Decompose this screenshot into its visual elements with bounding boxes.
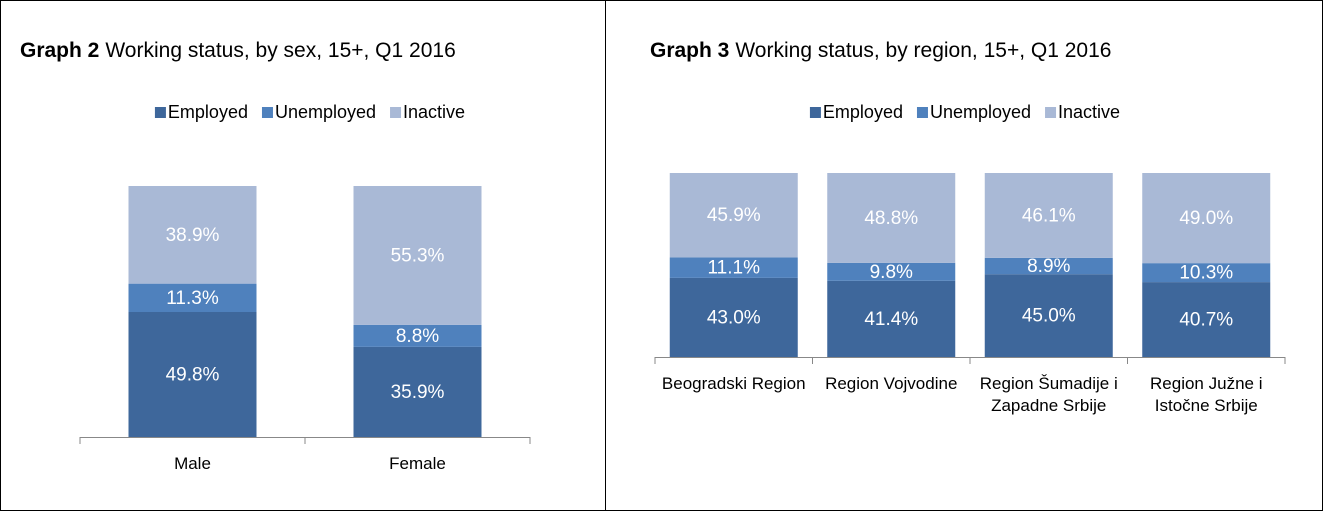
legend-swatch (1045, 107, 1057, 118)
legend-swatch (261, 107, 273, 118)
data-label: 41.4% (864, 309, 918, 330)
legend-swatch (390, 107, 402, 118)
x-tick-label: Region Južne i Istočne Srbije (1150, 374, 1263, 415)
data-label: 49.8% (166, 365, 220, 386)
bar-segment (353, 346, 482, 437)
x-tick-label: Female (389, 454, 446, 473)
bar-segment (353, 186, 482, 325)
x-tick-label: Region Vojvodine (825, 374, 958, 393)
data-label: 8.9% (1027, 256, 1070, 277)
legend-label: Employed (168, 102, 248, 122)
bar-segment (353, 324, 482, 347)
data-label: 9.8% (870, 262, 913, 283)
title-label: Graph 2 (20, 39, 99, 62)
data-label: 11.3% (166, 288, 219, 309)
data-label: 43.0% (707, 307, 761, 328)
legend-label: Inactive (1058, 102, 1120, 122)
data-label: 48.8% (864, 208, 918, 229)
bar-segment (984, 173, 1113, 258)
title-text: Working status, by region, 15+, Q1 2016 (735, 39, 1111, 62)
chart-title: Graph 3 Working status, by region, 15+, Q… (650, 39, 1111, 62)
data-label: 35.9% (391, 382, 445, 403)
data-label: 49.0% (1179, 208, 1233, 229)
data-label: 38.9% (166, 225, 220, 246)
legend-label: Unemployed (275, 102, 376, 122)
bar-segment (128, 312, 257, 437)
x-tick-label: Beogradski Region (661, 374, 806, 393)
data-label: 45.9% (707, 205, 761, 226)
legend: Employed Unemployed Inactive (809, 102, 1120, 122)
x-tick-label: Region Šumadije i Zapadne Srbije (979, 374, 1118, 415)
x-tick-label: Male (174, 454, 211, 473)
bar-segment (827, 173, 956, 263)
chart-title: Graph 2 Working status, by sex, 15+, Q1 2… (20, 39, 456, 62)
legend: Employed Unemployed Inactive (154, 102, 465, 122)
data-label: 8.8% (396, 326, 439, 347)
data-label: 40.7% (1179, 310, 1233, 331)
data-label: 46.1% (1022, 205, 1076, 226)
legend-swatch (154, 107, 166, 118)
bar-segment (669, 277, 798, 357)
legend-label: Inactive (403, 102, 465, 122)
legend-label: Employed (823, 102, 903, 122)
bar-segment (669, 173, 798, 258)
bar-segment (827, 280, 956, 357)
bar-segment (827, 262, 956, 281)
bar-segment (128, 186, 257, 284)
title-label: Graph 3 (650, 39, 729, 62)
bar-segment (984, 274, 1113, 357)
bar-segment (984, 257, 1113, 275)
legend-swatch (916, 107, 928, 118)
bar-segment (1142, 263, 1271, 283)
data-label: 45.0% (1022, 306, 1076, 327)
legend-label: Unemployed (930, 102, 1031, 122)
data-label: 55.3% (391, 245, 445, 266)
bar-segment (1142, 173, 1271, 264)
bar-segment (128, 283, 257, 313)
legend-swatch (809, 107, 821, 118)
bar-segment (1142, 282, 1271, 357)
title-text: Working status, by sex, 15+, Q1 2016 (105, 39, 455, 62)
data-label: 11.1% (708, 258, 761, 279)
panel-border (0, 0, 606, 511)
data-label: 10.3% (1179, 263, 1233, 284)
bar-segment (669, 257, 798, 278)
